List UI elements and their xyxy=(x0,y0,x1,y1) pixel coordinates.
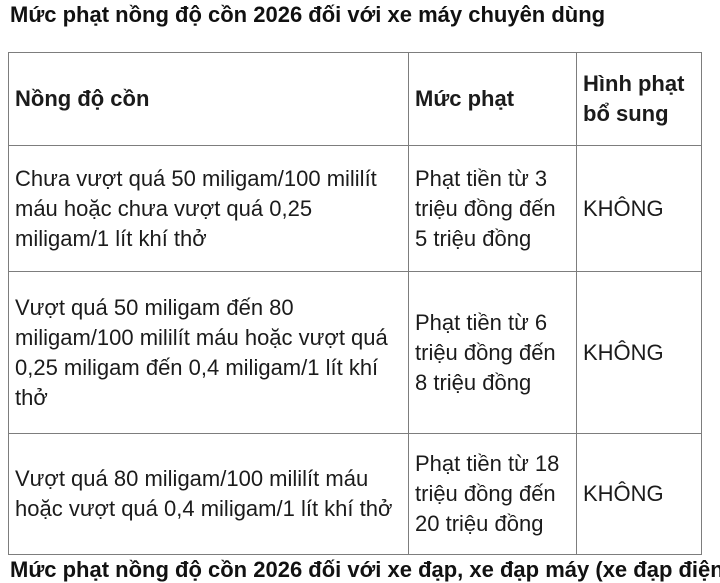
cell-fine-amount: Phạt tiền từ 18 triệu đồng đến 20 triệu … xyxy=(408,433,577,555)
column-header-additional-penalty: Hình phạt bổ sung xyxy=(576,52,702,146)
column-header-fine-amount: Mức phạt xyxy=(408,52,577,146)
cell-fine-amount: Phạt tiền từ 3 triệu đồng đến 5 triệu đồ… xyxy=(408,145,577,272)
cell-alcohol-level: Vượt quá 50 miligam đến 80 miligam/100 m… xyxy=(8,271,409,434)
next-section-title-clipped: Mức phạt nồng độ cồn 2026 đối với xe đạp… xyxy=(10,557,720,582)
cell-fine-amount: Phạt tiền từ 6 triệu đồng đến 8 triệu đồ… xyxy=(408,271,577,434)
cell-alcohol-level: Chưa vượt quá 50 miligam/100 mililít máu… xyxy=(8,145,409,272)
cell-alcohol-level: Vượt quá 80 miligam/100 mililít máu hoặc… xyxy=(8,433,409,555)
cell-additional-penalty: KHÔNG xyxy=(576,433,702,555)
column-header-alcohol-level: Nồng độ cồn xyxy=(8,52,409,146)
alcohol-fine-table: Nồng độ cồn Mức phạt Hình phạt bổ sung C… xyxy=(8,52,702,555)
cell-additional-penalty: KHÔNG xyxy=(576,271,702,434)
table-row: Vượt quá 50 miligam đến 80 miligam/100 m… xyxy=(8,271,702,434)
table-header-row: Nồng độ cồn Mức phạt Hình phạt bổ sung xyxy=(8,52,702,146)
page-title: Mức phạt nồng độ cồn 2026 đối với xe máy… xyxy=(10,2,606,27)
table-row: Chưa vượt quá 50 miligam/100 mililít máu… xyxy=(8,145,702,272)
cell-additional-penalty: KHÔNG xyxy=(576,145,702,272)
table-row: Vượt quá 80 miligam/100 mililít máu hoặc… xyxy=(8,433,702,555)
